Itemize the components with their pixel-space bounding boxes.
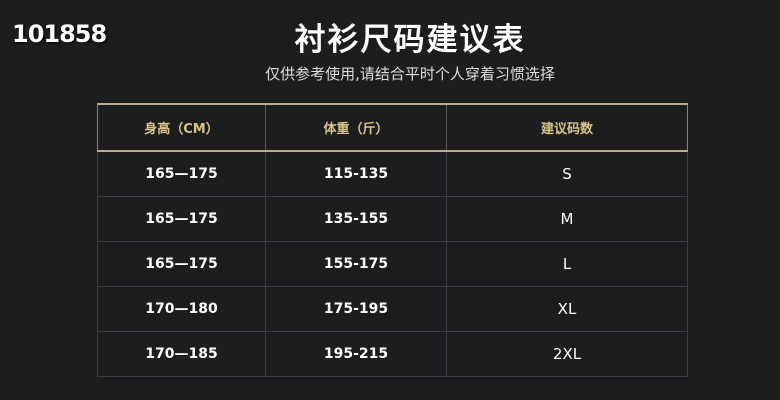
cell-size: M [446,196,688,242]
table-header-row: 身高（CM） 体重（斤） 建议码数 [97,103,688,152]
cell-weight: 115-135 [265,151,447,197]
cell-height: 165—175 [97,241,266,287]
cell-size: XL [446,286,688,332]
page-title: 衬衫尺码建议表 [294,22,526,58]
cell-weight: 175-195 [265,286,447,332]
page-subtitle: 仅供参考使用,请结合平时个人穿着习惯选择 [265,65,555,83]
cell-height: 165—175 [97,196,266,242]
table-row: 170—180 175-195 XL [97,286,688,332]
cell-height: 165—175 [97,151,266,197]
cell-height: 170—185 [97,331,266,377]
header-weight: 体重（斤） [265,103,447,152]
cell-size: S [446,151,688,197]
size-table: 身高（CM） 体重（斤） 建议码数 165—175 115-135 S 165—175… [97,103,688,377]
table-row: 165—175 135-155 M [97,196,688,242]
cell-size: L [446,241,688,287]
cell-size: 2XL [446,331,688,377]
cell-weight: 195-215 [265,331,447,377]
table-row: 165—175 115-135 S [97,151,688,197]
watermark-number: 101858 [12,20,107,48]
header-size: 建议码数 [446,103,688,152]
cell-weight: 135-155 [265,196,447,242]
header-height: 身高（CM） [97,103,266,152]
cell-height: 170—180 [97,286,266,332]
table-row: 170—185 195-215 2XL [97,331,688,377]
cell-weight: 155-175 [265,241,447,287]
table-row: 165—175 155-175 L [97,241,688,287]
